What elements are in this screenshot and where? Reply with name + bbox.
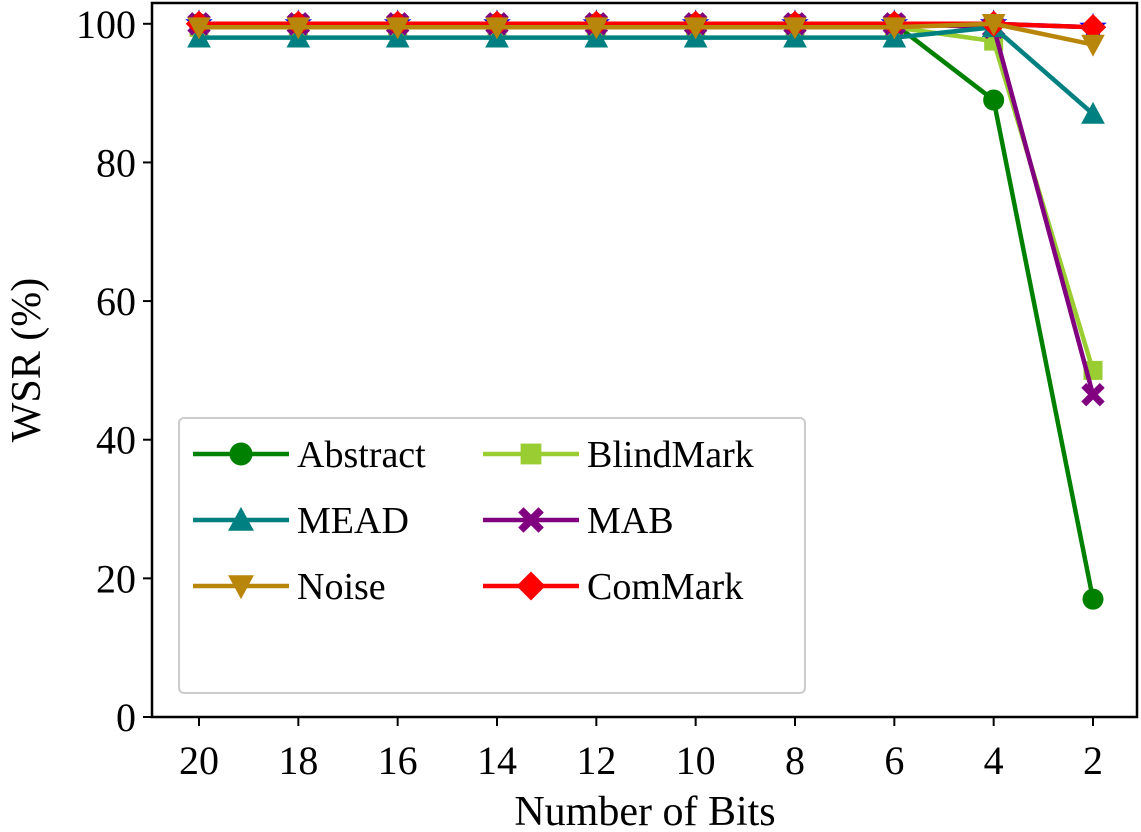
legend-entry-noise: Noise (193, 566, 386, 608)
data-point-mead-2 (1081, 101, 1105, 124)
data-point-noise-18 (286, 17, 311, 40)
data-point-noise-14 (485, 17, 509, 40)
series-line-noise (199, 21, 1094, 47)
x-tick-label-16: 16 (378, 738, 418, 783)
series-mead (187, 15, 1105, 124)
legend-marker-abstract (229, 442, 253, 466)
data-point-noise-12 (584, 17, 609, 40)
x-tick-label-20: 20 (179, 738, 219, 783)
y-tick-label-100: 100 (76, 2, 136, 47)
data-point-abstract-2 (1082, 588, 1104, 610)
series-line-mead (199, 25, 1095, 116)
y-tick-label-60: 60 (96, 279, 136, 324)
legend-entry-mead: MEAD (193, 500, 409, 542)
series-noise (187, 13, 1105, 57)
legend-label-mab: MAB (587, 500, 674, 542)
data-point-noise-20 (187, 17, 211, 40)
legend-marker-blindmark (520, 443, 542, 465)
x-tick-label-6: 6 (884, 738, 904, 783)
legend: Abstract MEAD Noise BlindMark MAB ComMark (178, 417, 806, 694)
legend-label-blindmark: BlindMark (587, 434, 754, 476)
series-blindmark (189, 17, 1103, 380)
plot-layer (185, 9, 1107, 610)
data-point-noise-4 (981, 13, 1006, 36)
legend-entry-mab: MAB (483, 500, 674, 542)
y-tick-label-20: 20 (96, 556, 136, 601)
x-tick-label-2: 2 (1083, 738, 1103, 783)
legend-marker-noise (228, 575, 254, 600)
y-tick-label-40: 40 (96, 418, 136, 463)
x-tick-label-18: 18 (278, 738, 318, 783)
data-point-noise-6 (882, 17, 907, 40)
legend-box (178, 417, 806, 694)
x-tick-label-12: 12 (576, 738, 616, 783)
x-tick-label-8: 8 (785, 738, 805, 783)
x-axis-label: Number of Bits (514, 789, 775, 832)
legend-marker-mead (228, 506, 254, 531)
plot-frame (150, 1, 1139, 719)
data-point-noise-2 (1081, 34, 1105, 57)
legend-entry-commark: ComMark (483, 566, 743, 608)
x-tick-label-14: 14 (477, 738, 517, 783)
legend-entry-blindmark: BlindMark (483, 434, 754, 476)
y-axis-label: WSR (%) (4, 278, 50, 442)
data-point-abstract-4 (983, 89, 1005, 111)
legend-label-mead: MEAD (297, 500, 409, 542)
legend-label-abstract: Abstract (297, 434, 426, 476)
data-point-noise-16 (385, 17, 410, 40)
legend-marker-commark (516, 571, 546, 601)
x-tick-label-10: 10 (676, 738, 716, 783)
x-tick-label-4: 4 (984, 738, 1004, 783)
series-line-blindmark (199, 25, 1096, 372)
legend-marker-mab (518, 507, 544, 533)
data-point-noise-10 (683, 17, 708, 40)
series-mab (187, 12, 1105, 407)
y-tick-label-0: 0 (116, 695, 136, 740)
data-point-noise-8 (783, 17, 807, 40)
legend-entry-abstract: Abstract (193, 434, 426, 476)
legend-label-noise: Noise (297, 566, 386, 608)
series-line-mab (199, 21, 1096, 396)
y-tick-label-80: 80 (96, 140, 136, 185)
legend-label-commark: ComMark (587, 566, 743, 608)
data-point-mab-2 (1081, 382, 1105, 407)
